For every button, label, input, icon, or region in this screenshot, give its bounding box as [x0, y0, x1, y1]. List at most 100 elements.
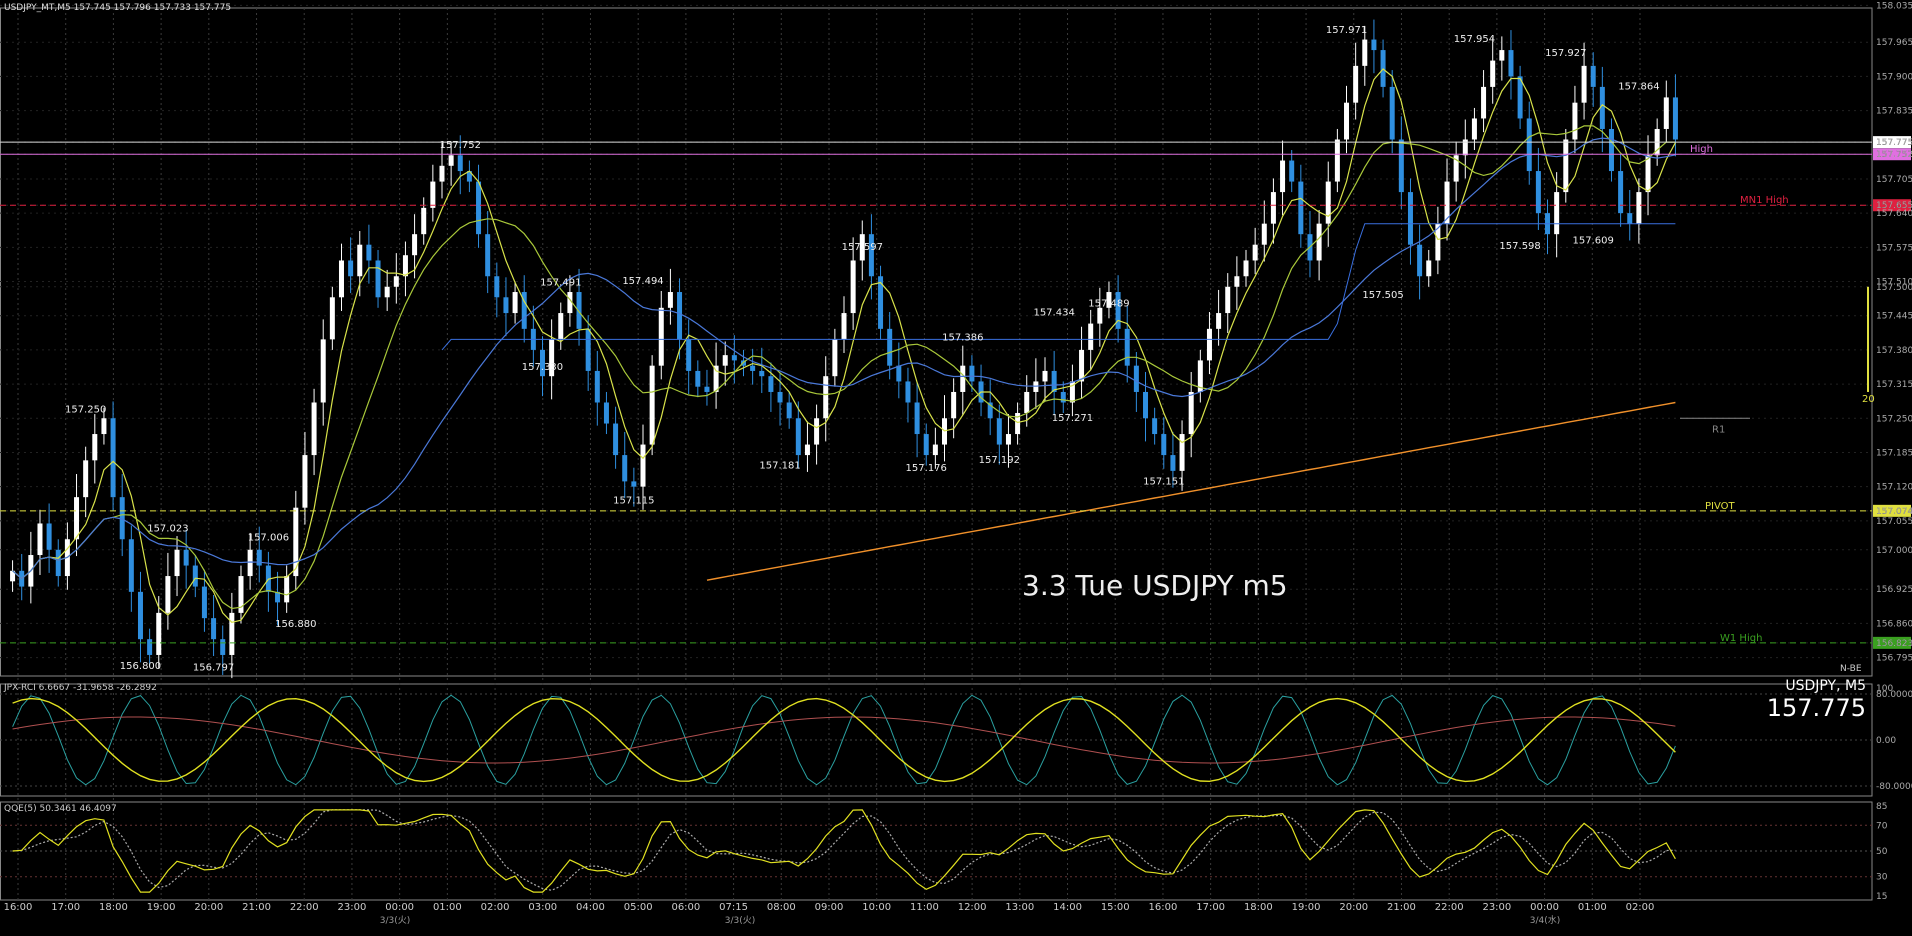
price-label: 157.023: [147, 524, 188, 535]
candle-body: [156, 612, 162, 655]
x-tick-label: 04:00: [576, 902, 605, 913]
candle-body: [777, 391, 783, 403]
candle-body: [137, 591, 143, 640]
candle-body: [859, 234, 865, 261]
candle-body: [750, 365, 756, 371]
candle-body: [1398, 139, 1404, 193]
candle-body: [1535, 171, 1541, 214]
qqe-tick: 15: [1876, 892, 1887, 902]
qqe-tick: 85: [1876, 802, 1887, 812]
candle-body: [1015, 413, 1021, 435]
candle-body: [1079, 349, 1085, 382]
candle-body: [1234, 276, 1240, 287]
candle-body: [1042, 370, 1048, 382]
y-tick-label: 156.925: [1876, 585, 1912, 595]
candle-body: [1526, 118, 1532, 172]
candle-body: [960, 365, 966, 392]
x-tick-label: 19:00: [1292, 902, 1321, 913]
candle-body: [476, 181, 482, 235]
price-label: 156.880: [275, 619, 316, 630]
rci-mid-line: [12, 716, 1676, 764]
price-levels: High 157.752 MN1 High 157.655 R1 PIVOT 157.074…: [0, 136, 1912, 649]
date-label: 3/3(火): [380, 915, 411, 926]
ma-short-line: [12, 68, 1676, 623]
y-tick-label: 157.965: [1876, 38, 1912, 48]
candle-body: [704, 386, 710, 392]
current-price-tag: [1873, 136, 1911, 149]
candle-body: [1462, 139, 1468, 156]
candle-body: [622, 455, 628, 482]
y-tick-label: 157.000: [1876, 546, 1912, 556]
candle-body: [905, 381, 911, 403]
candle-body: [613, 423, 619, 456]
candle-body: [466, 171, 472, 182]
candle-body: [55, 549, 61, 577]
candle-body: [357, 244, 363, 277]
candle-body: [759, 370, 765, 377]
candle-body: [1069, 381, 1075, 403]
candle-body: [1161, 434, 1167, 456]
candle-body: [110, 418, 116, 498]
candle-body: [430, 181, 436, 208]
candle-body: [74, 497, 80, 540]
x-tick-label: 13:00: [1005, 902, 1034, 913]
candle-body: [293, 507, 299, 577]
candle-body: [1481, 86, 1487, 119]
candle-body: [1060, 391, 1066, 403]
y-tick-label: 157.315: [1876, 380, 1912, 390]
qqe-tick: 30: [1876, 873, 1888, 883]
y-tick-label: 157.900: [1876, 72, 1912, 82]
candle-body: [1407, 192, 1413, 245]
candle-body: [320, 339, 326, 403]
candle-body: [37, 523, 43, 556]
candle-body: [823, 376, 829, 419]
candle-body: [1243, 260, 1249, 277]
price-label: 156.797: [193, 663, 234, 674]
candle-body: [1517, 76, 1523, 119]
candle-body: [448, 155, 454, 166]
y-tick-label: 157.055: [1876, 517, 1912, 527]
candle-body: [1024, 391, 1030, 414]
level-price-tag-text: 157.074: [1876, 507, 1912, 517]
candle-body: [46, 523, 52, 550]
candle-body: [147, 639, 153, 655]
y-tick-label: 157.500: [1876, 283, 1912, 293]
candle-body: [987, 402, 993, 419]
candle-body: [10, 570, 16, 582]
moving-averages: [12, 68, 1676, 623]
candle-body: [1225, 286, 1231, 314]
candle-body: [1362, 39, 1368, 66]
price-label: 157.598: [1499, 241, 1540, 252]
candle-body: [914, 402, 920, 435]
candle-body: [1672, 97, 1678, 140]
candle-body: [795, 418, 801, 456]
qqe-panel: 85 70 50 30 15: [0, 802, 1888, 902]
candle-body: [1389, 86, 1395, 140]
x-tick-label: 19:00: [147, 902, 176, 913]
price-label: 157.609: [1573, 235, 1614, 246]
ma-200-line: [706, 401, 1676, 581]
panel-frame-0: [0, 7, 1873, 677]
candle-body: [1143, 391, 1149, 419]
y-tick-label: 156.823: [1876, 639, 1912, 649]
candle-body: [567, 292, 573, 314]
candle-body: [1426, 260, 1432, 277]
candle-body: [1252, 244, 1258, 261]
price-label: 157.597: [842, 242, 883, 253]
candle-body: [348, 260, 354, 277]
x-tick-label: 23:00: [338, 902, 367, 913]
level-price-tag: [1873, 504, 1911, 517]
y-tick-label: 157.835: [1876, 107, 1912, 117]
candle-body: [92, 434, 98, 461]
candle-body: [1188, 391, 1194, 435]
candle-body: [896, 365, 902, 382]
candle-body: [119, 497, 125, 540]
candle-body: [165, 576, 171, 613]
candle-body: [887, 328, 893, 366]
price-label: 157.505: [1362, 290, 1403, 301]
candle-body: [1106, 292, 1112, 308]
candle-body: [192, 565, 198, 587]
candle-body: [402, 255, 408, 277]
